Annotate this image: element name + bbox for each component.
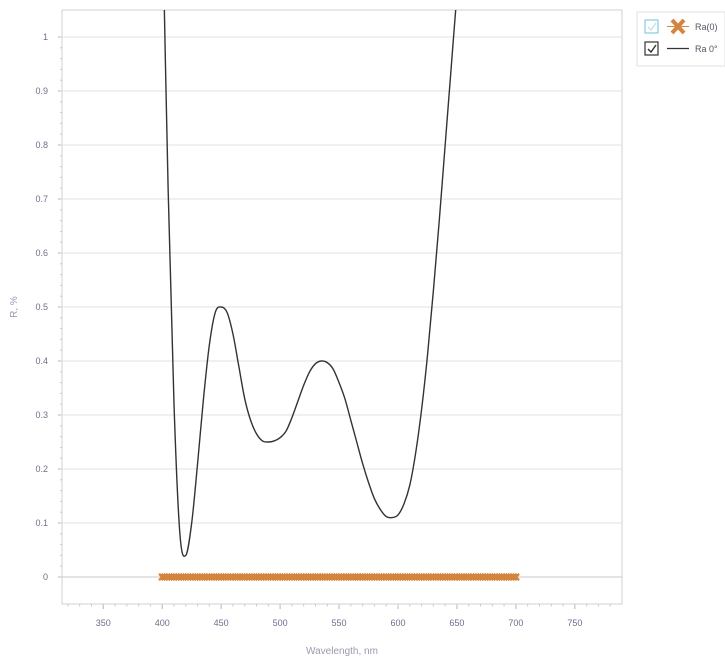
x-tick-label: 500 [273,618,288,628]
x-axis: 350 400 450 500 550 600 650 700 750 [67,604,611,628]
x-tick-label: 700 [508,618,523,628]
series-ra0-markers [158,573,520,581]
y-tick-label: 0.4 [35,356,48,366]
x-axis-title: Wavelength, nm [306,646,378,657]
legend-checkbox-ra0deg[interactable] [644,41,659,56]
legend-checkbox-ra0-check-icon [647,22,657,31]
y-tick-label: 0 [43,572,48,582]
y-tick-label: 0.6 [35,248,48,258]
x-tick-label: 550 [332,618,347,628]
y-tick-label: 0.3 [35,410,48,420]
y-tick-label: 1 [43,32,48,42]
series-line-ra0deg [163,10,457,558]
y-tick-label: 0.9 [35,86,48,96]
scatter-point-x-marker [509,573,518,581]
x-tick-label: 600 [390,618,405,628]
legend-checkbox-ra0[interactable] [644,19,659,34]
y-tick-label: 0.1 [35,518,48,528]
legend-label-ra0deg: Ra 0° [695,44,718,54]
y-tick-label: 0.7 [35,194,48,204]
y-axis-title: R, % [9,296,20,318]
x-tick-label: 450 [214,618,229,628]
legend-label-ra0: Ra(0) [695,22,718,32]
series-layer [158,10,520,581]
y-axis: 0 0.1 0.2 0.3 0.4 0.5 0.6 0.7 0.8 0.9 1 [35,32,62,582]
y-tick-label: 0.2 [35,464,48,474]
legend: Ra(0) Ra 0° [636,11,725,67]
y-tick-label: 0.5 [35,302,48,312]
scatter-point-x-marker [511,573,520,581]
x-tick-label: 400 [155,618,170,628]
legend-swatch-x-icon [670,18,686,35]
x-tick-label: 750 [567,618,582,628]
grid-lines [62,36,622,578]
legend-checkbox-ra0deg-check-icon [647,44,657,54]
y-tick-label: 0.8 [35,140,48,150]
x-tick-label: 350 [96,618,111,628]
x-tick-label: 650 [449,618,464,628]
